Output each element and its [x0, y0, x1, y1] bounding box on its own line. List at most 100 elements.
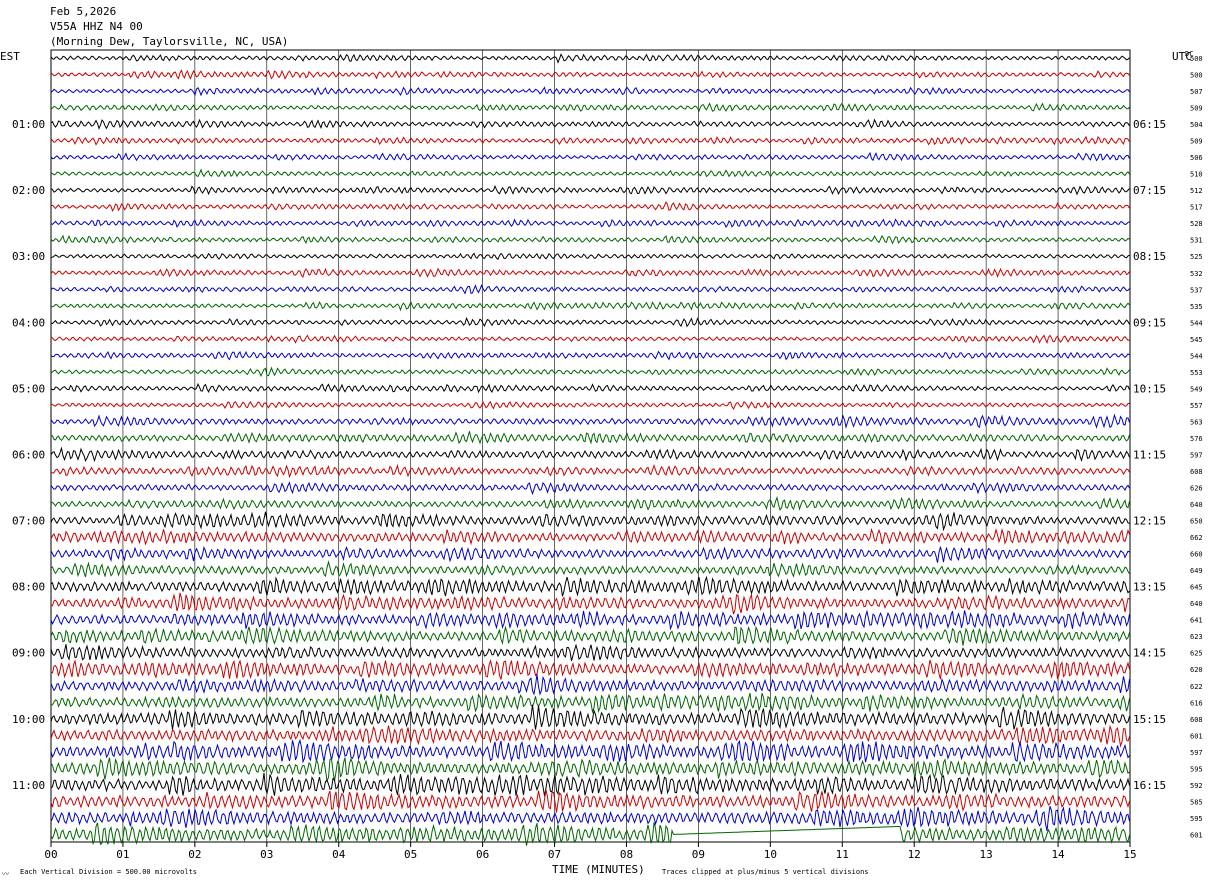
- axis-label-group: 00 01 02 03 04 05 06 07 08 09 10 11 12 13 14 15 500 500 50…: [12, 55, 1203, 861]
- dc-offset-label: 545: [1190, 336, 1203, 344]
- x-tick-label: 07: [548, 848, 561, 861]
- est-hour-label: 02:00: [12, 184, 45, 197]
- dc-offset-label: 595: [1190, 765, 1203, 773]
- trace-line: [50, 201, 1130, 212]
- trace-line: [50, 511, 1130, 532]
- trace-line: [50, 625, 1130, 646]
- trace-line: [50, 86, 1130, 97]
- dc-offset-label: 535: [1190, 303, 1203, 311]
- dc-offset-label: 585: [1190, 798, 1203, 806]
- trace-line: [50, 316, 1130, 328]
- x-tick-label: 02: [188, 848, 201, 861]
- dc-offset-label: 649: [1190, 567, 1203, 575]
- trace-line: [50, 252, 1130, 260]
- trace-line: [50, 400, 1130, 411]
- trace-line: [50, 575, 1130, 597]
- dc-offset-label: 592: [1190, 782, 1203, 790]
- trace-line: [50, 789, 1130, 813]
- utc-hour-label: 14:15: [1133, 647, 1166, 660]
- dc-offset-label: 608: [1190, 468, 1203, 476]
- dc-offset-label: 563: [1190, 418, 1203, 426]
- est-hour-label: 06:00: [12, 448, 45, 461]
- trace-line: [50, 659, 1130, 680]
- x-tick-label: 11: [836, 848, 849, 861]
- dc-offset-label: 517: [1190, 204, 1203, 212]
- trace-line: [50, 446, 1130, 463]
- dc-offset-label: 620: [1190, 666, 1203, 674]
- trace-line: [50, 463, 1130, 479]
- x-tick-label: 14: [1051, 848, 1065, 861]
- dc-offset-label: 650: [1190, 518, 1203, 526]
- dc-offset-label: 623: [1190, 633, 1203, 641]
- dc-offset-label: 576: [1190, 435, 1203, 443]
- utc-axis-label: UTC: [1172, 50, 1192, 63]
- x-tick-label: 04: [332, 848, 346, 861]
- wave-icon: 〰: [2, 870, 9, 878]
- dc-offset-label: 528: [1190, 220, 1203, 228]
- trace-line: [50, 674, 1130, 696]
- est-hour-label: 01:00: [12, 118, 45, 131]
- trace-line: [50, 350, 1130, 361]
- est-hour-label: 07:00: [12, 515, 45, 528]
- date-label: Feb 5,2026: [50, 5, 117, 18]
- dc-offset-label: 597: [1190, 749, 1203, 757]
- trace-line: [50, 284, 1130, 295]
- dc-offset-label: 625: [1190, 650, 1203, 658]
- trace-line: [50, 609, 1130, 631]
- est-hour-label: 09:00: [12, 647, 45, 660]
- est-hour-label: 05:00: [12, 382, 45, 395]
- x-tick-label: 00: [44, 848, 57, 861]
- dc-offset-label: 645: [1190, 584, 1203, 592]
- trace-line: [50, 757, 1130, 783]
- trace-line: [50, 481, 1130, 496]
- dc-offset-label: 626: [1190, 485, 1203, 493]
- dc-offset-label: 595: [1190, 815, 1203, 823]
- dc-offset-label: 510: [1190, 171, 1203, 179]
- dc-offset-label: 608: [1190, 716, 1203, 724]
- x-tick-label: 12: [908, 848, 921, 861]
- dc-offset-label: 500: [1190, 55, 1203, 63]
- utc-hour-label: 16:15: [1133, 779, 1166, 792]
- dc-offset-label: 506: [1190, 154, 1203, 162]
- dc-offset-label: 601: [1190, 831, 1203, 839]
- dc-offset-label: 549: [1190, 385, 1203, 393]
- trace-line: [50, 822, 1130, 846]
- dc-offset-label: 597: [1190, 451, 1203, 459]
- x-tick-label: 10: [764, 848, 777, 861]
- trace-line: [50, 168, 1130, 178]
- trace-line: [50, 151, 1130, 162]
- trace-line: [50, 431, 1130, 445]
- est-hour-label: 03:00: [12, 250, 45, 263]
- dc-offset-label: 662: [1190, 534, 1203, 542]
- trace-line: [50, 545, 1130, 563]
- trace-group: [50, 53, 1130, 846]
- x-tick-label: 05: [404, 848, 417, 861]
- x-tick-label: 06: [476, 848, 489, 861]
- trace-line: [50, 135, 1130, 146]
- x-tick-label: 09: [692, 848, 705, 861]
- dc-offset-label: 531: [1190, 237, 1203, 245]
- trace-line: [50, 495, 1130, 511]
- trace-line: [50, 366, 1130, 378]
- trace-line: [50, 592, 1130, 615]
- x-tick-label: 13: [980, 848, 993, 861]
- dc-offset-label: 532: [1190, 270, 1203, 278]
- trace-line: [51, 300, 1130, 312]
- utc-hour-label: 15:15: [1133, 713, 1166, 726]
- dc-offset-label: 601: [1190, 732, 1203, 740]
- dc-offset-label: 507: [1190, 88, 1203, 96]
- trace-line: [50, 560, 1130, 578]
- dc-offset-label: 660: [1190, 551, 1203, 559]
- dc-offset-label: 509: [1190, 138, 1203, 146]
- x-tick-label: 08: [620, 848, 633, 861]
- trace-line: [50, 738, 1130, 764]
- utc-hour-label: 08:15: [1133, 250, 1166, 263]
- time-grid: [50, 49, 1131, 847]
- dc-offset-label: 504: [1190, 121, 1203, 129]
- x-tick-label: 15: [1123, 848, 1136, 861]
- utc-hour-label: 12:15: [1133, 515, 1166, 528]
- utc-hour-label: 07:15: [1133, 184, 1166, 197]
- trace-line: [50, 218, 1130, 229]
- trace-line: [50, 724, 1130, 748]
